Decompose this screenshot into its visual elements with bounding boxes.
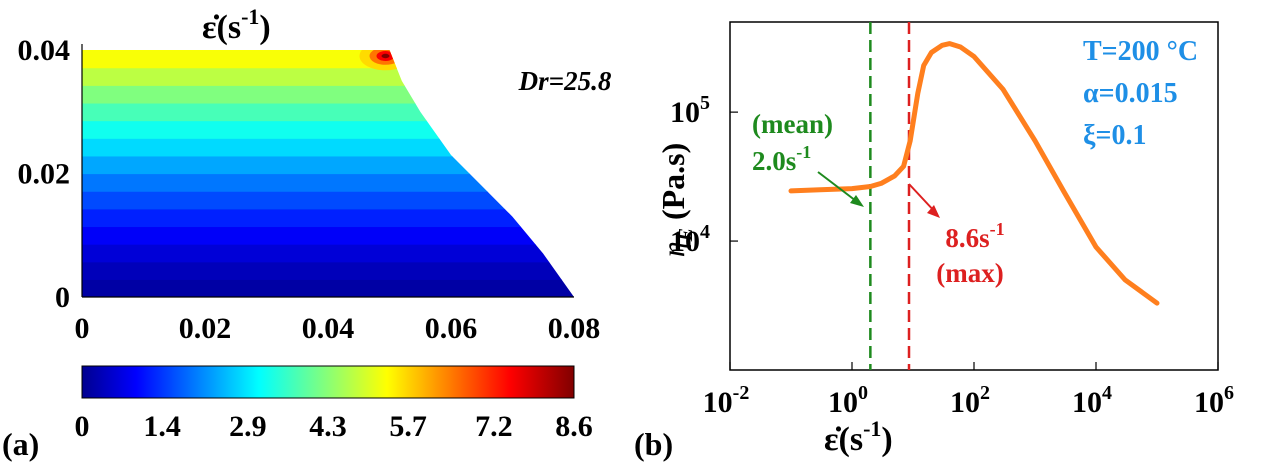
contour-band — [82, 67, 574, 86]
param-temperature: T=200 °C — [1083, 36, 1198, 67]
y-tick-label: 104 — [670, 221, 710, 258]
x-tick-label: 0.04 — [302, 312, 355, 345]
contour-band — [82, 208, 574, 228]
param-xi: ξ=0.1 — [1083, 120, 1146, 151]
colorbar-tick-label: 0 — [75, 410, 90, 443]
x-axis-label: ε̇(s-1) — [824, 416, 893, 458]
contour-band — [82, 120, 574, 139]
colorbar-tick-label: 2.9 — [229, 410, 267, 443]
colorbar — [82, 366, 574, 398]
x-tick-label: 0 — [75, 312, 90, 345]
contour-band — [82, 138, 574, 157]
viscosity-curve — [788, 41, 1160, 306]
contour-band — [82, 173, 574, 192]
y-tick-label: 0.02 — [18, 158, 71, 191]
panel-a: ε̇(s-1) Dr=25.8 0 0.02 0.04 0.06 0.08 0 0.02 0.… — [2, 4, 612, 462]
x-tick-label: 0.02 — [179, 312, 232, 345]
colorbar-tick-label: 1.4 — [143, 410, 181, 443]
y-tick-label: 0.04 — [18, 34, 71, 67]
panel-a-title: ε̇(s-1) — [202, 4, 271, 46]
panel-a-label: (a) — [2, 426, 39, 462]
x-tick-label: 0.08 — [548, 312, 601, 345]
contour-band — [82, 226, 574, 245]
colorbar-tick-label: 8.6 — [555, 410, 593, 443]
hotspot-ring — [381, 53, 390, 59]
reference-lines — [869, 22, 911, 370]
x-tick-label: 106 — [1194, 382, 1234, 419]
mean-label: (mean) — [752, 109, 833, 139]
x-tick-label: 0.06 — [425, 312, 478, 345]
contour-band — [82, 85, 574, 104]
contour-band — [82, 261, 574, 280]
param-alpha: α=0.015 — [1083, 78, 1178, 109]
colorbar-tick-label: 5.7 — [389, 410, 427, 443]
colorbar-tick-label: 4.3 — [309, 410, 347, 443]
colorbar-frame — [81, 365, 575, 399]
panel-a-axes: 0 0.02 0.04 0.06 0.08 0 0.02 0.04 — [18, 34, 601, 345]
y-tick-label: 0 — [55, 281, 70, 314]
panel-b-label: (b) — [634, 426, 673, 462]
contour-band — [82, 244, 574, 263]
y-tick-label: 105 — [670, 92, 710, 129]
contour-plot — [82, 50, 574, 297]
max-value: 8.6s-1 — [945, 219, 1004, 253]
mean-arrow — [817, 171, 861, 205]
contour-band — [82, 50, 574, 69]
plot-frame — [729, 21, 1219, 371]
colorbar-tick-label: 7.2 — [475, 410, 513, 443]
max-label: (max) — [936, 258, 1003, 288]
x-tick-label: 100 — [828, 382, 868, 419]
dr-annotation: Dr=25.8 — [518, 66, 612, 96]
contour-band — [82, 191, 574, 210]
x-tick-label: 10-2 — [703, 382, 750, 419]
x-tick-label: 102 — [950, 382, 990, 419]
x-tick-label: 104 — [1072, 382, 1112, 419]
panel-b: 10-2 100 102 104 106 104 105 (mean) 2.0s-1 8.6… — [634, 21, 1234, 462]
y-axis-label: ηE (Pa.s) — [655, 143, 697, 258]
mean-arrowhead — [850, 195, 864, 207]
contour-band — [82, 279, 574, 297]
contour-band — [82, 155, 574, 175]
mean-value: 2.0s-1 — [752, 142, 811, 176]
contour-band — [82, 102, 574, 122]
max-arrowhead — [927, 205, 940, 218]
colorbar-ticks: 0 1.4 2.9 4.3 5.7 7.2 8.6 — [75, 365, 593, 443]
panel-b-axes: 10-2 100 102 104 106 104 105 — [670, 92, 1234, 419]
